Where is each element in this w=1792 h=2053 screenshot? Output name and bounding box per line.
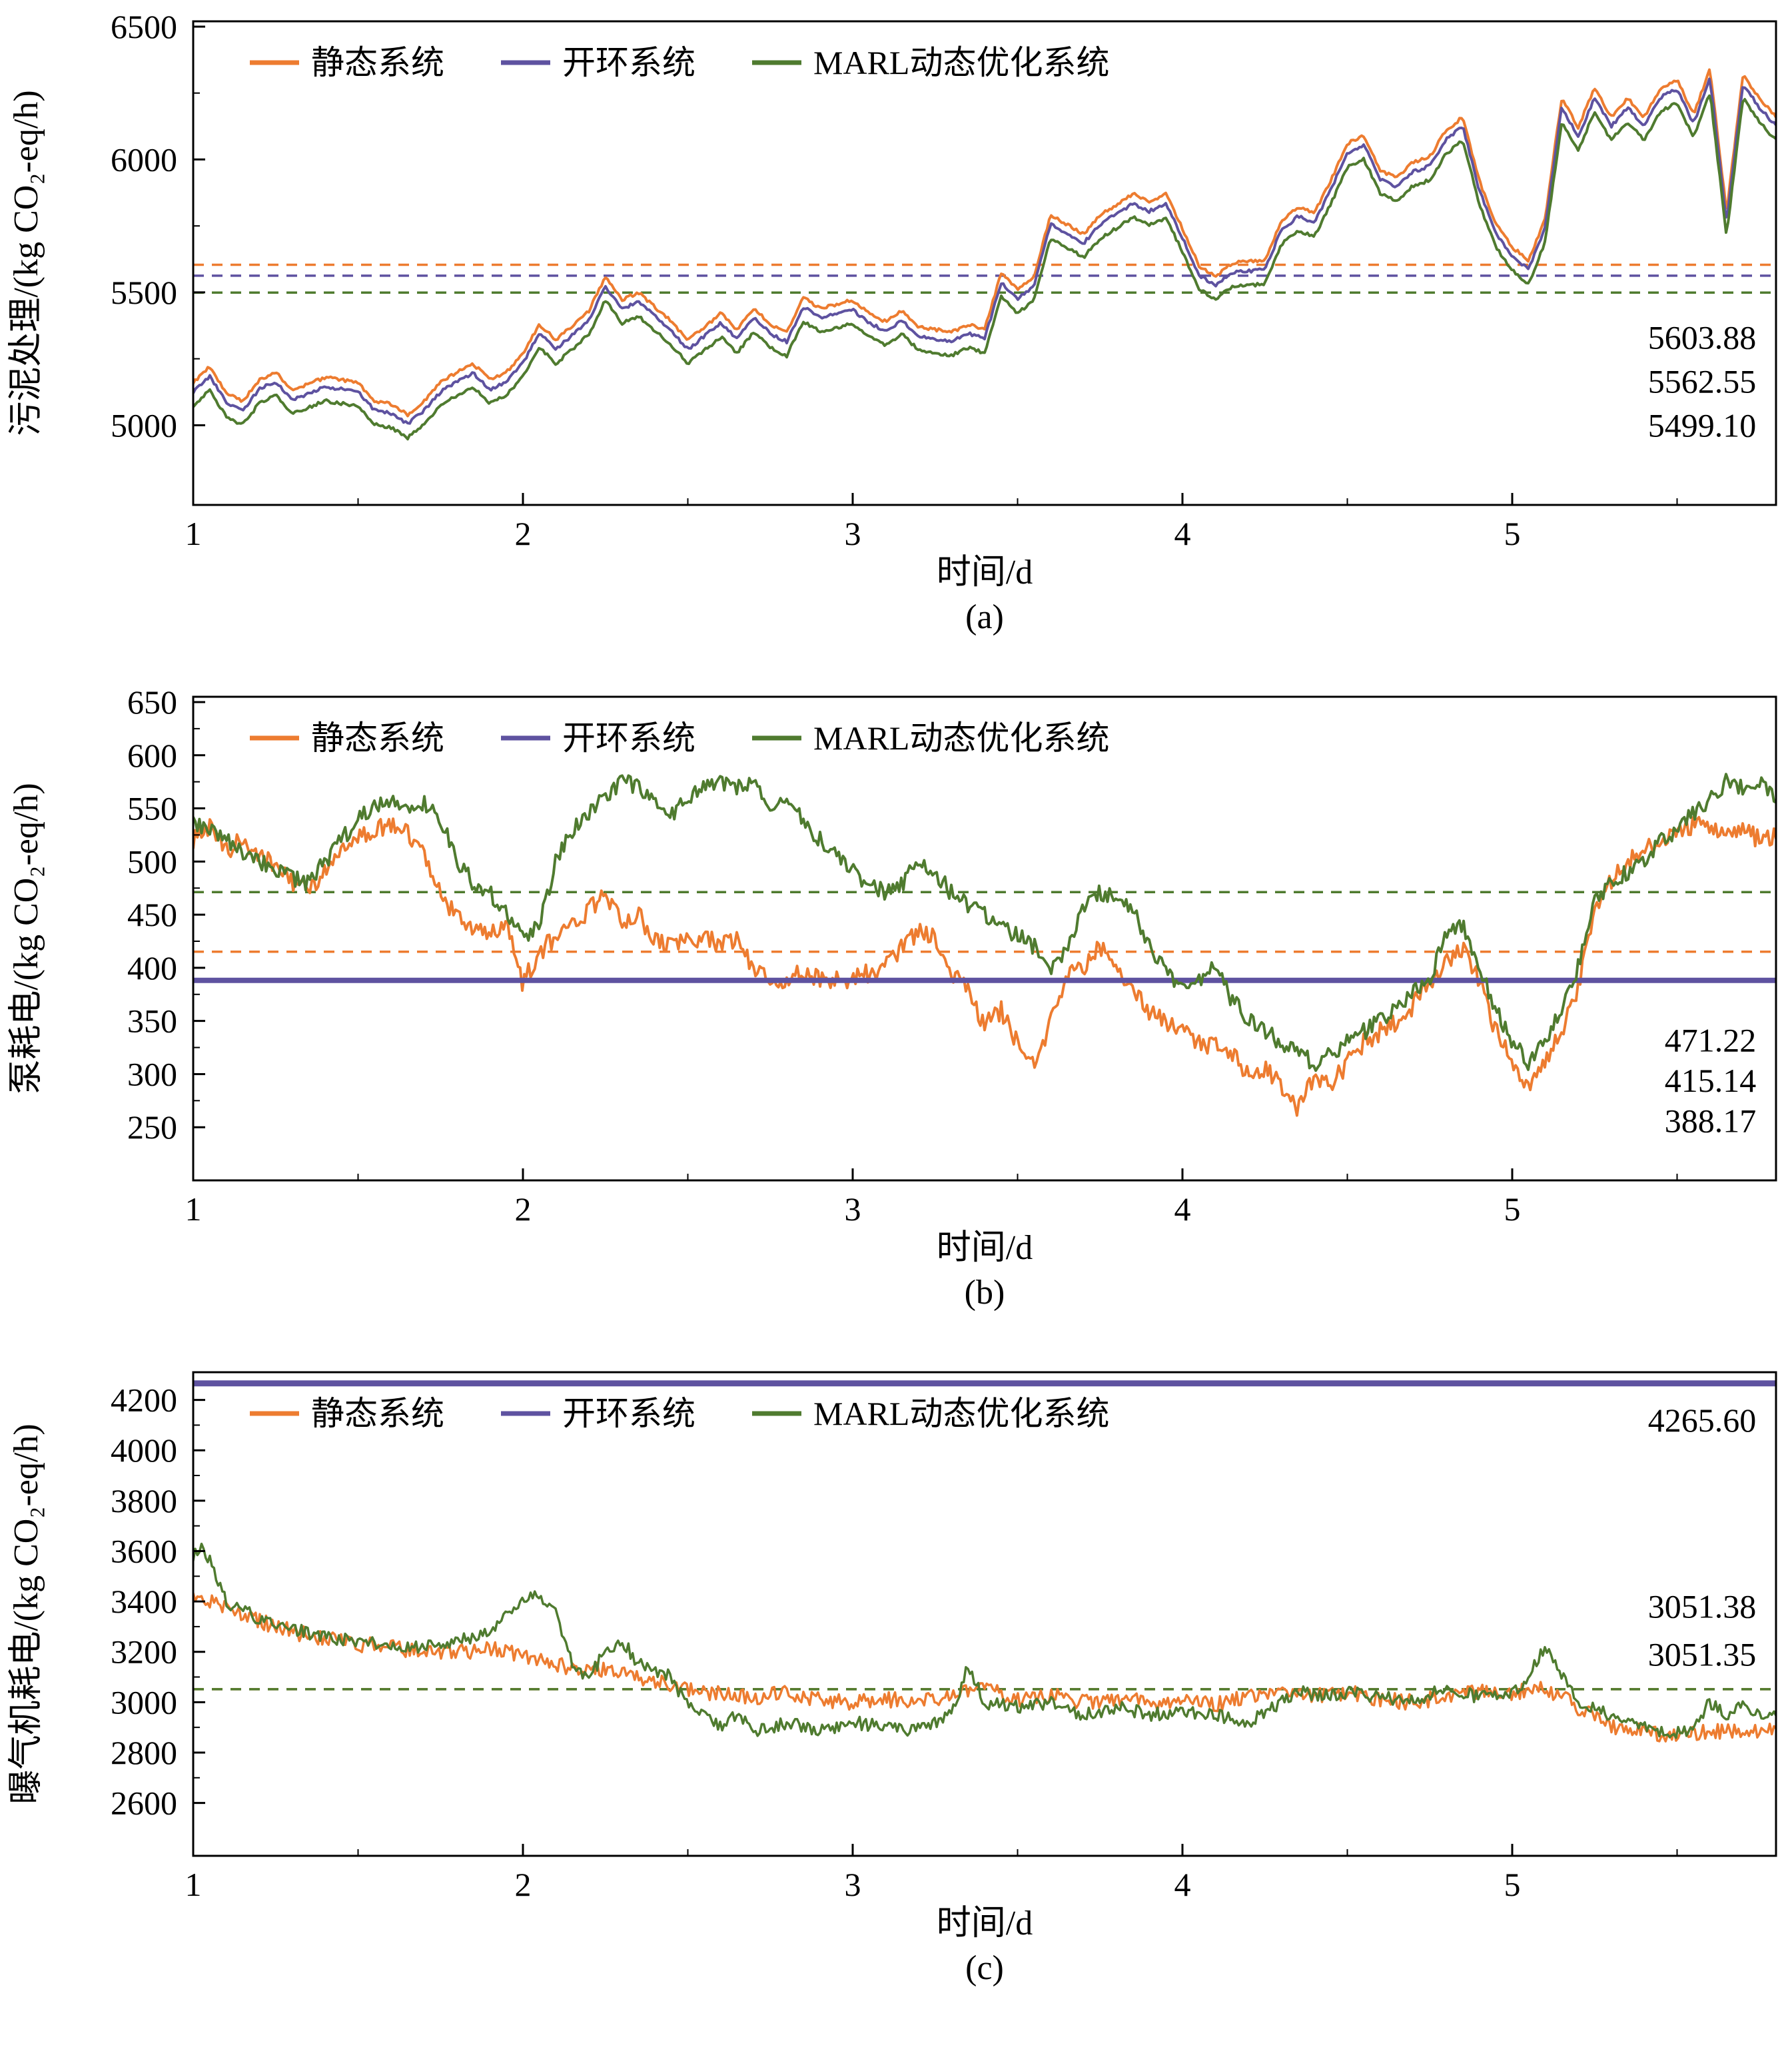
- svg-text:3051.35: 3051.35: [1648, 1636, 1757, 1673]
- svg-text:300: 300: [127, 1055, 177, 1092]
- svg-text:250: 250: [127, 1108, 177, 1146]
- svg-text:静态系统: 静态系统: [311, 1395, 444, 1432]
- svg-text:2: 2: [515, 1190, 532, 1228]
- svg-text:400: 400: [127, 949, 177, 987]
- svg-text:650: 650: [127, 683, 177, 721]
- svg-text:曝气机耗电/(kg CO₂-eq/h): 曝气机耗电/(kg CO₂-eq/h): [7, 1424, 45, 1804]
- svg-text:2600: 2600: [111, 1785, 177, 1822]
- svg-text:2: 2: [515, 1866, 532, 1903]
- svg-text:5: 5: [1504, 1866, 1521, 1903]
- svg-text:5499.10: 5499.10: [1648, 406, 1757, 444]
- svg-text:3000: 3000: [111, 1683, 177, 1721]
- svg-text:6500: 6500: [111, 8, 177, 45]
- svg-text:3: 3: [845, 1866, 861, 1903]
- svg-text:450: 450: [127, 896, 177, 933]
- svg-text:3800: 3800: [111, 1482, 177, 1519]
- svg-text:3200: 3200: [111, 1633, 177, 1671]
- caption-b: (b): [964, 1274, 1005, 1312]
- svg-text:MARL动态优化系统: MARL动态优化系统: [813, 44, 1109, 81]
- svg-text:泵耗电/(kg CO₂-eq/h): 泵耗电/(kg CO₂-eq/h): [7, 783, 45, 1094]
- panel-c: 2600 2800 3000 3200 3400 3600 3800 4000 4200 1 2 3 4…: [0, 1356, 1792, 2004]
- svg-text:2800: 2800: [111, 1734, 177, 1771]
- svg-text:4: 4: [1174, 515, 1191, 552]
- chart-b-pump-power: 250 300 350 400 450 500 550 600 650 1 2 3 4 5 时间/d 泵耗电/…: [7, 683, 1777, 1267]
- svg-text:4265.60: 4265.60: [1648, 1402, 1757, 1439]
- panel-a: 5000 5500 6000 6500 1 2 3 4 5 时间/d 污泥处理/(kg CO₂-eq…: [0, 5, 1792, 653]
- chart-a-sludge-treatment: 5000 5500 6000 6500 1 2 3 4 5 时间/d 污泥处理/(kg CO₂-eq…: [7, 8, 1777, 592]
- svg-text:600: 600: [127, 737, 177, 774]
- svg-text:3: 3: [845, 515, 861, 552]
- svg-text:1: 1: [185, 515, 202, 552]
- svg-text:1: 1: [185, 1190, 202, 1228]
- svg-text:4000: 4000: [111, 1432, 177, 1469]
- svg-text:3051.38: 3051.38: [1648, 1588, 1757, 1625]
- svg-text:4200: 4200: [111, 1382, 177, 1419]
- caption-a: (a): [965, 598, 1004, 636]
- svg-text:时间/d: 时间/d: [937, 554, 1033, 592]
- svg-text:3600: 3600: [111, 1532, 177, 1569]
- svg-text:时间/d: 时间/d: [937, 1904, 1033, 1942]
- svg-text:静态系统: 静态系统: [311, 44, 444, 81]
- svg-text:开环系统: 开环系统: [562, 719, 695, 757]
- svg-text:污泥处理/(kg CO₂-eq/h): 污泥处理/(kg CO₂-eq/h): [7, 90, 45, 436]
- svg-text:5000: 5000: [111, 406, 177, 444]
- chart-c-aerator-power: 2600 2800 3000 3200 3400 3600 3800 4000 4200 1 2 3 4…: [7, 1371, 1777, 1942]
- svg-text:5500: 5500: [111, 274, 177, 311]
- svg-text:MARL动态优化系统: MARL动态优化系统: [813, 1395, 1109, 1432]
- svg-text:500: 500: [127, 843, 177, 880]
- svg-text:350: 350: [127, 1003, 177, 1040]
- svg-text:4: 4: [1174, 1866, 1191, 1903]
- svg-text:550: 550: [127, 790, 177, 827]
- svg-text:3: 3: [845, 1190, 861, 1228]
- figure-page: 5000 5500 6000 6500 1 2 3 4 5 时间/d 污泥处理/(kg CO₂-eq…: [0, 5, 1792, 2004]
- svg-text:开环系统: 开环系统: [562, 44, 695, 81]
- svg-text:开环系统: 开环系统: [562, 1395, 695, 1432]
- svg-text:2: 2: [515, 515, 532, 552]
- caption-c: (c): [965, 1949, 1004, 1987]
- svg-text:静态系统: 静态系统: [311, 719, 444, 757]
- svg-text:5603.88: 5603.88: [1648, 319, 1757, 356]
- panel-b: 250 300 350 400 450 500 550 600 650 1 2 3 4 5 时间/d 泵耗电/…: [0, 681, 1792, 1328]
- svg-text:3400: 3400: [111, 1583, 177, 1620]
- svg-text:5: 5: [1504, 515, 1521, 552]
- svg-text:MARL动态优化系统: MARL动态优化系统: [813, 719, 1109, 757]
- svg-text:6000: 6000: [111, 141, 177, 178]
- svg-text:5: 5: [1504, 1190, 1521, 1228]
- svg-text:471.22: 471.22: [1665, 1021, 1757, 1058]
- svg-text:5562.55: 5562.55: [1648, 363, 1757, 400]
- svg-text:时间/d: 时间/d: [937, 1229, 1033, 1267]
- svg-text:415.14: 415.14: [1665, 1062, 1757, 1099]
- svg-text:4: 4: [1174, 1190, 1191, 1228]
- svg-text:1: 1: [185, 1866, 202, 1903]
- svg-text:388.17: 388.17: [1665, 1102, 1757, 1140]
